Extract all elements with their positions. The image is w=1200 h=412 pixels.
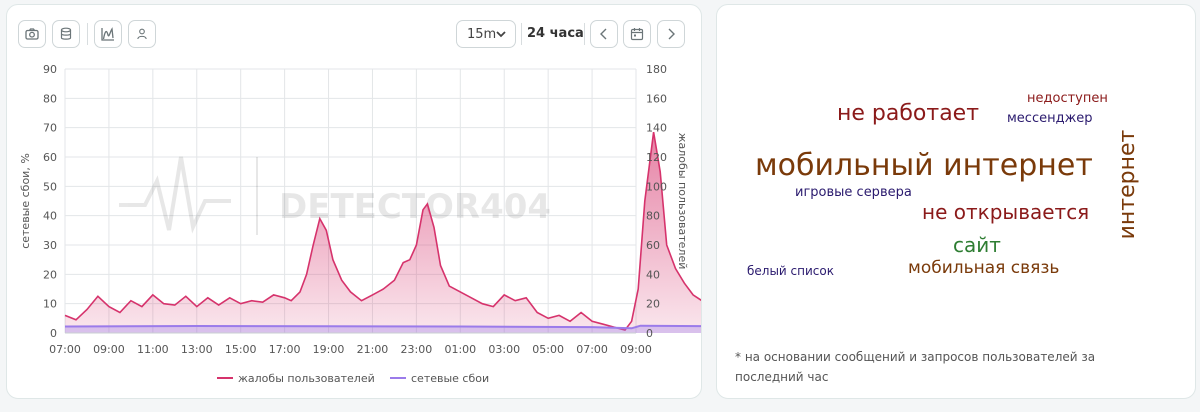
chart: DETECTOR404 0 10 20 30 40 50 60 70 80 90 0 20 40 60 80… — [19, 63, 701, 385]
x-tick-label: 07:00 — [49, 343, 81, 356]
x-tick-label: 07:00 — [576, 343, 608, 356]
cloud-word[interactable]: игровые сервера — [795, 185, 912, 200]
axes: 0 10 20 30 40 50 60 70 80 90 0 20 40 60 80 100 120 140 160… — [19, 63, 689, 356]
prev-period-button[interactable] — [590, 20, 618, 48]
calendar-icon — [630, 28, 644, 41]
y-left-tick-label: 0 — [50, 327, 57, 340]
chart-mode-button[interactable] — [94, 20, 122, 48]
y-left-tick-label: 30 — [43, 239, 57, 252]
y-right-axis-title: жалобы пользователей — [676, 133, 689, 270]
series-line-failures — [64, 324, 701, 330]
database-button[interactable] — [52, 20, 80, 48]
cloud-word[interactable]: не работает — [837, 101, 980, 126]
x-tick-label: 05:00 — [532, 343, 564, 356]
x-tick-label: 03:00 — [488, 343, 520, 356]
cloud-word[interactable]: мессенджер — [1007, 111, 1093, 126]
x-tick-label: 19:00 — [313, 343, 345, 356]
chart-card: 15m 24 часа DETECTOR404 0 10 20 30 40 50 60 70 8… — [6, 4, 702, 399]
footnote: * на основании сообщений и запросов поль… — [735, 350, 1096, 384]
chevron-left-icon — [600, 28, 607, 40]
database-icon — [60, 27, 72, 40]
interval-select[interactable]: 15m — [456, 20, 516, 48]
y-right-tick-label: 140 — [646, 122, 667, 135]
user-icon — [137, 28, 147, 40]
legend-label: сетевые сбои — [411, 372, 489, 385]
y-right-tick-label: 80 — [646, 210, 660, 223]
y-right-tick-label: 60 — [646, 239, 660, 252]
y-right-tick-label: 20 — [646, 298, 660, 311]
word-cloud-card: не работает недоступен мессенджер мобильный… — [716, 4, 1196, 399]
chart-mode-icon — [101, 27, 114, 41]
watermark-text: DETECTOR404 — [279, 187, 551, 227]
y-left-tick-label: 40 — [43, 210, 57, 223]
y-left-tick-label: 90 — [43, 63, 57, 76]
y-left-tick-label: 60 — [43, 151, 57, 164]
x-tick-label: 09:00 — [93, 343, 125, 356]
cloud-word[interactable]: недоступен — [1027, 91, 1108, 106]
next-period-button[interactable] — [657, 20, 685, 48]
x-tick-label: 11:00 — [137, 343, 169, 356]
cloud-word[interactable]: не открывается — [922, 200, 1090, 224]
chevron-down-icon — [494, 27, 508, 44]
legend: жалобы пользователей сетевые сбои — [217, 372, 489, 385]
chevron-right-icon — [668, 28, 675, 40]
y-left-tick-label: 50 — [43, 180, 57, 193]
y-right-tick-label: 0 — [646, 327, 653, 340]
cloud-word[interactable]: мобильный интернет — [755, 148, 1093, 183]
series-line-complaints — [64, 131, 701, 332]
y-left-tick-label: 80 — [43, 92, 57, 105]
toolbar-divider — [521, 23, 522, 45]
series-area-complaints — [65, 132, 701, 333]
x-tick-label: 15:00 — [225, 343, 257, 356]
x-tick-label: 13:00 — [181, 343, 213, 356]
user-button[interactable] — [128, 20, 156, 48]
interval-value: 15m — [467, 26, 497, 42]
toolbar-divider — [87, 23, 88, 45]
y-right-tick-label: 180 — [646, 63, 667, 76]
x-tick-label: 17:00 — [269, 343, 301, 356]
y-left-tick-label: 10 — [43, 298, 57, 311]
x-tick-label: 23:00 — [401, 343, 433, 356]
series-layer — [64, 131, 701, 333]
toolbar-divider — [584, 23, 585, 45]
watermark: DETECTOR404 — [119, 156, 551, 235]
y-right-tick-label: 40 — [646, 268, 660, 281]
y-right-tick-label: 120 — [646, 151, 667, 164]
x-tick-label: 09:00 — [620, 343, 652, 356]
y-left-tick-label: 20 — [43, 268, 57, 281]
cloud-word[interactable]: сайт — [953, 233, 1001, 257]
camera-button[interactable] — [18, 20, 46, 48]
camera-icon — [25, 28, 39, 40]
cloud-word[interactable]: мобильная связь — [908, 258, 1060, 278]
legend-label: жалобы пользователей — [238, 372, 375, 385]
cloud-word[interactable]: интернет — [1115, 129, 1140, 240]
calendar-button[interactable] — [623, 20, 651, 48]
range-label: 24 часа — [527, 26, 584, 41]
y-right-tick-label: 160 — [646, 92, 667, 105]
y-left-axis-title: сетевые сбои, % — [19, 153, 32, 249]
y-left-tick-label: 70 — [43, 122, 57, 135]
cloud-word[interactable]: белый список — [747, 264, 834, 278]
y-right-tick-label: 100 — [646, 180, 667, 193]
x-tick-label: 01:00 — [444, 343, 476, 356]
x-tick-label: 21:00 — [357, 343, 389, 356]
